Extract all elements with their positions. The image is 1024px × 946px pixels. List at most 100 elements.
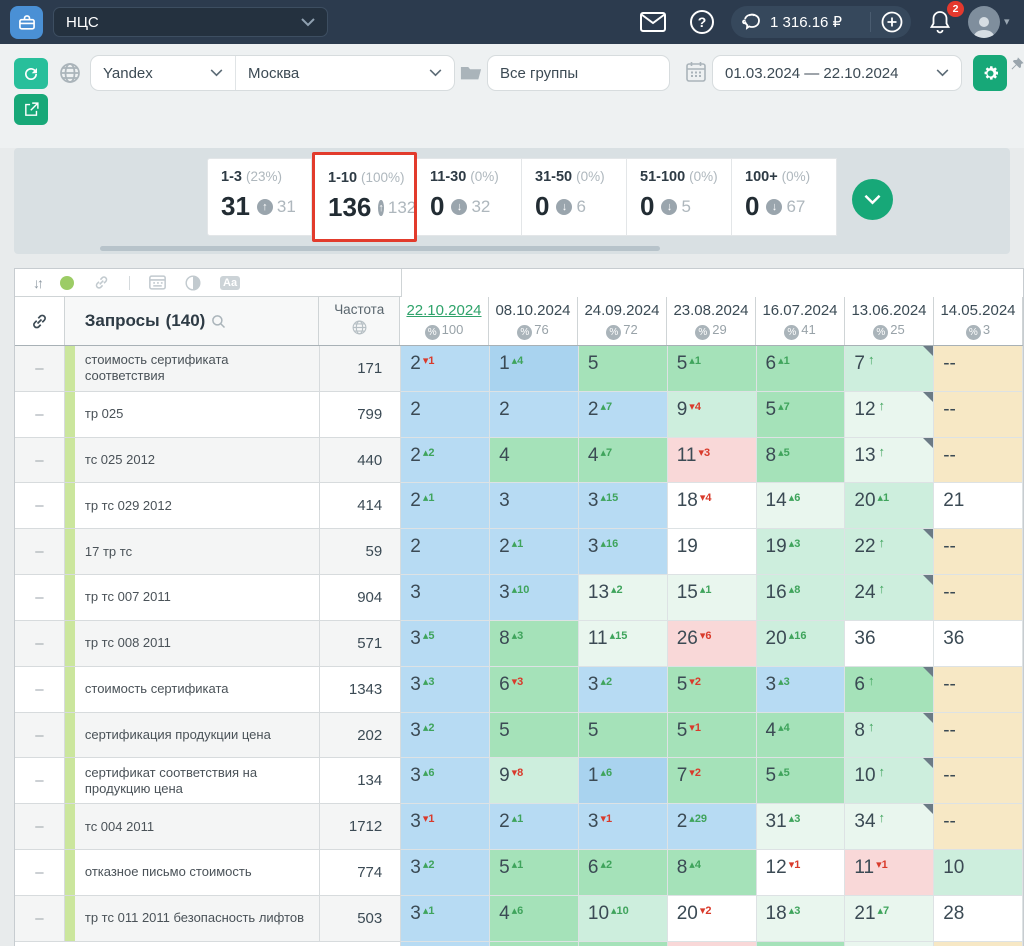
text-case-icon[interactable]: Aa [220,275,241,290]
position-cell[interactable]: 9 ▾4 [667,391,757,438]
help-icon[interactable]: ? [690,0,714,44]
position-cell[interactable]: -- [934,712,1023,759]
position-cell[interactable]: 1 ▴4 [490,346,579,392]
position-cell[interactable]: 6 ▴2 [578,850,668,896]
position-cell[interactable]: 3 ▴2 [578,666,668,713]
summary-card-51-100[interactable]: 51-100 (0%) 0 ↓ 5 [627,158,732,236]
summary-card-1-3[interactable]: 1-3 (23%) 31 ↑ 31 [207,158,312,236]
position-cell[interactable]: -- [934,758,1023,805]
position-cell[interactable]: 15 ▴1 [667,575,757,621]
summary-scrollbar[interactable] [100,246,660,251]
position-cell[interactable]: 4 ▴6 [490,895,579,942]
position-cell[interactable]: -- [934,666,1023,713]
summary-card-100+[interactable]: 100+ (0%) 0 ↓ 67 [732,158,837,236]
query-cell[interactable]: тр тс 029 2012 [64,483,321,530]
position-cell[interactable]: 20 ▴16 [756,620,846,667]
export-share-button[interactable] [14,94,48,125]
position-cell[interactable]: 3 ▴5 [401,620,491,667]
position-cell[interactable]: 3 ▴3 [401,666,491,713]
position-cell[interactable]: 34 ↑ [845,804,935,851]
position-cell[interactable]: 6 ↑ [845,666,935,713]
messages-icon[interactable] [640,0,666,44]
row-drag-handle[interactable]: – [15,620,65,667]
settings-button[interactable] [973,55,1007,91]
position-cell[interactable]: 21 ▴7 [845,895,935,942]
row-drag-handle[interactable]: – [15,758,65,805]
region-select[interactable]: Москва [236,56,454,90]
query-cell[interactable]: 17 тр тс [64,529,321,576]
position-cell[interactable]: 11 ▴15 [578,620,668,667]
position-cell[interactable]: 2 ▴1 [401,483,491,530]
position-cell[interactable]: 12 ↑ [845,391,935,438]
row-drag-handle[interactable]: – [15,483,65,530]
position-cell[interactable]: -- [934,529,1023,576]
position-cell[interactable]: 24 ↑ [845,575,935,621]
position-cell[interactable]: 2 [401,529,491,576]
panel-view-icon[interactable] [149,275,166,290]
position-cell[interactable]: 2 ▴1 [490,529,579,576]
position-cell[interactable]: 4 ▴7 [578,437,668,484]
position-cell[interactable]: 12 ▾1 [756,850,846,896]
app-logo[interactable] [10,6,43,39]
summary-card-1-10[interactable]: 1-10 (100%) 136 ↑ 132 [312,152,417,242]
query-cell[interactable]: стоимость сертификата соответствия [64,346,321,392]
position-cell[interactable]: -- [934,437,1023,484]
position-cell[interactable]: -- [934,346,1023,392]
pin-icon[interactable] [1008,56,1024,73]
position-cell[interactable]: 2 ▴1 [490,804,579,851]
query-cell[interactable]: тр тс 008 2011 [64,620,321,667]
sort-icon[interactable]: ↓↑ [33,274,44,291]
position-cell[interactable]: 7 ▾2 [667,758,757,805]
position-cell[interactable]: 3 ▾1 [401,804,491,851]
position-cell[interactable]: 3 ▴6 [401,758,491,805]
position-cell[interactable]: 8 ▴3 [490,620,579,667]
position-cell[interactable]: 2 [490,391,579,438]
position-cell[interactable]: 3 ▾1 [578,804,668,851]
row-drag-handle[interactable]: – [15,666,65,713]
position-cell[interactable]: 20 ▴1 [845,483,935,530]
row-drag-handle[interactable]: – [15,895,65,942]
position-cell[interactable]: 26 ▾6 [667,620,757,667]
position-cell[interactable]: 2 ▾1 [401,346,491,392]
position-cell[interactable]: 16 ▴8 [756,575,846,621]
position-cell[interactable]: 19 ▴3 [756,529,846,576]
query-cell[interactable]: отказное письмо стоимость [64,850,321,896]
search-icon[interactable] [211,314,226,329]
position-cell[interactable]: 3 ▴2 [401,712,491,759]
position-cell[interactable]: 28 [934,895,1023,942]
row-drag-handle[interactable]: – [15,437,65,484]
position-cell[interactable]: -- [934,391,1023,438]
date-column-header[interactable]: 22.10.2024% 100 [400,297,489,345]
row-drag-handle[interactable]: – [15,346,65,392]
position-cell[interactable]: 5 ▴1 [490,850,579,896]
row-drag-handle[interactable]: – [15,575,65,621]
position-cell[interactable]: 5 ▴1 [667,346,757,392]
position-cell[interactable]: -- [934,804,1023,851]
date-column-header[interactable]: 14.05.2024% 3 [934,297,1023,345]
date-column-header[interactable]: 24.09.2024% 72 [578,297,667,345]
position-cell[interactable]: 20 ▾2 [667,895,757,942]
position-cell[interactable]: 3 ▴16 [578,529,668,576]
position-cell[interactable]: 10 ↑ [845,758,935,805]
position-cell[interactable]: 6 ▴1 [756,346,846,392]
position-cell[interactable]: 1 ▴6 [578,758,668,805]
position-cell[interactable]: 36 [845,620,935,667]
expand-summary-button[interactable] [852,179,893,220]
position-cell[interactable]: 18 ▴3 [756,895,846,942]
position-cell[interactable]: 5 [578,712,668,759]
position-cell[interactable]: 5 [578,346,668,392]
row-drag-handle[interactable]: – [15,391,65,438]
position-cell[interactable]: 14 ▴6 [756,483,846,530]
position-cell[interactable]: 4 ▴4 [756,712,846,759]
avatar[interactable] [968,6,1000,38]
project-select[interactable]: НЦС [53,7,328,37]
date-column-header[interactable]: 13.06.2024% 25 [845,297,934,345]
position-cell[interactable]: 11 ▾3 [667,437,757,484]
position-cell[interactable]: 31 ▴3 [756,804,846,851]
date-column-header[interactable]: 23.08.2024% 29 [667,297,756,345]
query-cell[interactable]: тс 004 2011 [64,804,321,851]
date-column-header[interactable]: 16.07.2024% 41 [756,297,845,345]
summary-card-31-50[interactable]: 31-50 (0%) 0 ↓ 6 [522,158,627,236]
link-column-header[interactable] [15,297,65,345]
position-cell[interactable]: 3 ▴15 [578,483,668,530]
